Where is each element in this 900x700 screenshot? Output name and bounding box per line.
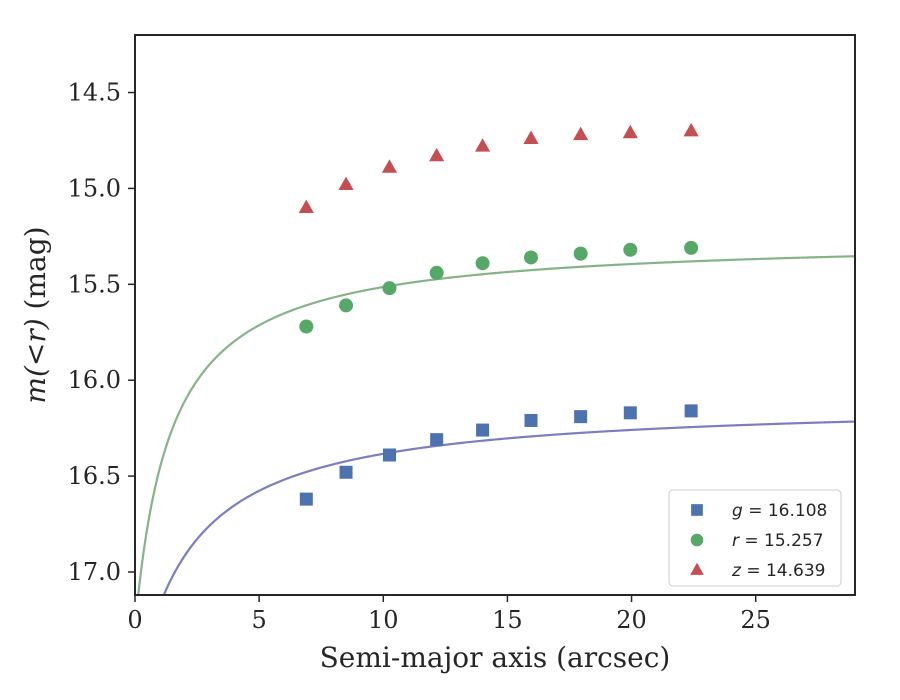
y-tick-label: 14.5: [68, 79, 121, 107]
y-tick-label: 16.5: [68, 462, 121, 490]
y-tick-label: 15.5: [68, 270, 121, 298]
legend-marker-r: [690, 533, 704, 547]
x-tick-label: 10: [368, 606, 399, 634]
x-tick-label: 20: [616, 606, 647, 634]
data-point-g: [623, 406, 637, 420]
legend-var: g: [732, 501, 743, 521]
plot-frame: [134, 34, 856, 596]
data-point-g: [339, 465, 353, 479]
y-axis-label-unit-text: (mag): [19, 226, 52, 309]
data-point-z: [474, 138, 491, 152]
model-curves: [137, 255, 855, 595]
y-axis-label: m(<r) (mag): [19, 226, 52, 403]
x-tick-label: 25: [740, 606, 771, 634]
data-point-r: [382, 281, 397, 296]
y-tick-label: 16.0: [68, 366, 121, 394]
data-point-r: [429, 265, 444, 280]
data-point-g: [574, 410, 588, 424]
data-point-g: [684, 404, 698, 418]
legend-value: = 14.639: [741, 561, 826, 581]
x-tick-label: 5: [251, 606, 266, 634]
data-point-g: [476, 423, 490, 437]
data-point-r: [623, 242, 638, 257]
y-axis: 14.5 15.0 15.5 16.0 16.5 17.0: [68, 79, 135, 586]
y-axis-label-unit: [19, 309, 52, 318]
legend-box: [668, 489, 842, 587]
legend-var: r: [732, 531, 740, 551]
data-point-g: [524, 413, 538, 427]
model-curve-g: [162, 420, 855, 595]
legend-marker-z: [690, 562, 704, 575]
legend-value: = 15.257: [739, 531, 824, 551]
data-point-z: [622, 124, 638, 139]
data-point-r: [475, 256, 490, 271]
y-axis-label-math: m(<r): [19, 318, 52, 403]
legend-value: = 16.108: [743, 501, 828, 521]
model-curve-r: [137, 255, 855, 595]
data-point-r: [339, 298, 354, 313]
data-point-r: [299, 319, 314, 334]
legend-label-r: r = 15.257: [732, 531, 824, 551]
data-point-r: [524, 250, 538, 265]
data-point-z: [573, 126, 589, 141]
legend-var: z: [731, 561, 742, 581]
data-point-z: [429, 147, 445, 162]
x-axis-label: Semi-major axis (arcsec): [320, 641, 671, 674]
x-tick-label: 15: [492, 606, 523, 634]
data-point-g: [382, 448, 396, 462]
data-point-r: [573, 246, 588, 261]
data-point-r: [684, 240, 699, 255]
data-point-z: [381, 159, 398, 173]
data-markers: [298, 122, 699, 506]
data-point-z: [298, 199, 314, 214]
y-tick-label: 17.0: [68, 558, 121, 586]
data-point-z: [683, 122, 699, 137]
data-point-z: [523, 130, 539, 145]
x-axis: 0 5 10 15 20 25: [127, 595, 771, 634]
legend-label-g: g = 16.108: [732, 501, 827, 521]
data-point-g: [299, 492, 313, 506]
y-tick-label: 15.0: [68, 174, 121, 202]
data-point-z: [338, 176, 354, 191]
legend-label-z: z = 14.639: [731, 561, 825, 581]
legend-marker-g: [691, 504, 703, 516]
x-tick-label: 0: [127, 606, 142, 634]
data-point-g: [430, 433, 444, 447]
